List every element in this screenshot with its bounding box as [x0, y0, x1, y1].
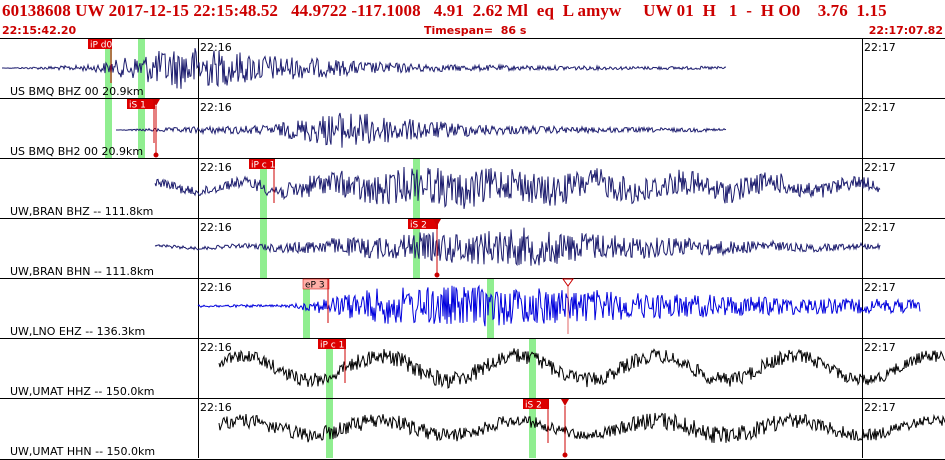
seismic-trace — [154, 166, 881, 209]
pick-flag-dot — [153, 152, 159, 158]
theoretical-arrival-marker — [413, 159, 420, 218]
phase-pick-label: iP d0 — [90, 41, 113, 51]
time-tick-label: 22:17 — [864, 161, 896, 174]
phase-pick-label: eP 3 — [305, 281, 325, 291]
phase-pick-box[interactable] — [127, 99, 155, 109]
channel-label: UW,BRAN BHZ -- 111.8km — [10, 205, 153, 218]
pick-flag-dot — [562, 452, 568, 458]
pick-flag-dot — [434, 272, 440, 278]
theoretical-arrival-marker — [487, 279, 494, 338]
timespan-label: Timespan= 86 s — [424, 24, 527, 37]
theoretical-arrival-marker — [529, 339, 536, 398]
channel-label: UW,UMAT HHN -- 150.0km — [10, 445, 155, 458]
theoretical-arrival-marker — [138, 99, 145, 158]
phase-pick-box[interactable] — [88, 39, 112, 49]
secondary-pick-marker — [562, 278, 574, 334]
window-end-time: 22:17:07.82 — [868, 24, 943, 37]
time-tick-label: 22:17 — [864, 281, 896, 294]
event-summary-line: 60138608 UW 2017-12-15 22:15:48.52 44.97… — [2, 1, 887, 20]
phase-pick-label: iS 2 — [525, 401, 542, 411]
theoretical-arrival-marker — [326, 339, 333, 398]
time-tick-label: 22:17 — [864, 221, 896, 234]
phase-pick-label: iS 2 — [410, 221, 427, 231]
channel-panel[interactable]: 22:16 22:17 iP c 1 UW,BRAN BHZ -- 111.8km — [0, 158, 945, 218]
phase-pick-label: iP c 1 — [320, 341, 344, 351]
channel-panel[interactable]: 22:16 22:17 iS 1 US BMQ BH2 00 20.9km — [0, 98, 945, 158]
pick-flag-icon — [152, 99, 160, 106]
pick-flag-icon — [433, 219, 441, 226]
channel-panel[interactable]: 22:16 22:17 iP d0 US BMQ BHZ 00 20.9km — [0, 38, 945, 98]
phase-pick-box[interactable] — [249, 159, 275, 169]
seismic-trace — [197, 284, 921, 327]
event-header: 60138608 UW 2017-12-15 22:15:48.52 44.97… — [0, 0, 945, 38]
time-tick-label: 22:16 — [200, 341, 232, 354]
phase-pick-box[interactable] — [318, 339, 346, 349]
time-tick-label: 22:16 — [200, 41, 232, 54]
time-tick-label: 22:16 — [200, 221, 232, 234]
time-tick-label: 22:17 — [864, 401, 896, 414]
channel-label: UW,LNO EHZ -- 136.3km — [10, 325, 145, 338]
channel-label: UW,BRAN BHN -- 111.8km — [10, 265, 154, 278]
channel-panel[interactable]: 22:16 22:17 iS 2 UW,UMAT HHN -- 150.0km — [0, 398, 945, 458]
seismic-trace — [154, 227, 881, 267]
seismic-trace — [218, 348, 945, 389]
phase-pick-box[interactable] — [523, 399, 549, 409]
time-tick-label: 22:17 — [864, 341, 896, 354]
phase-pick-box[interactable] — [302, 278, 330, 290]
channel-panel[interactable]: 22:16 22:17 eP 3 UW,LNO EHZ -- 136.3km — [0, 278, 945, 338]
theoretical-arrival-marker — [413, 219, 420, 278]
time-tick-label: 22:16 — [200, 281, 232, 294]
phase-pick-box[interactable] — [408, 219, 438, 229]
theoretical-arrival-marker — [260, 159, 267, 218]
window-start-time: 22:15:42.20 — [2, 24, 77, 37]
time-tick-label: 22:17 — [864, 101, 896, 114]
channel-label: US BMQ BH2 00 20.9km — [10, 145, 143, 158]
channel-label: UW,UMAT HHZ -- 150.0km — [10, 385, 154, 398]
time-tick-label: 22:16 — [200, 401, 232, 414]
channel-label: US BMQ BHZ 00 20.9km — [10, 85, 144, 98]
time-tick-label: 22:16 — [200, 101, 232, 114]
seismic-trace — [2, 48, 727, 89]
phase-pick-label: iP c 1 — [251, 161, 275, 171]
channel-panel[interactable]: 22:16 22:17 iS 2 UW,BRAN BHN -- 111.8km — [0, 218, 945, 278]
channel-panel[interactable]: 22:16 22:17 iP c 1 UW,UMAT HHZ -- 150.0km — [0, 338, 945, 398]
seismic-trace — [218, 412, 945, 444]
theoretical-arrival-marker — [529, 399, 536, 458]
pick-flag-icon — [561, 399, 569, 406]
theoretical-arrival-marker — [105, 99, 112, 158]
seismic-trace — [116, 112, 727, 148]
time-tick-label: 22:17 — [864, 41, 896, 54]
phase-pick-label: iS 1 — [129, 101, 146, 111]
time-tick-label: 22:16 — [200, 161, 232, 174]
